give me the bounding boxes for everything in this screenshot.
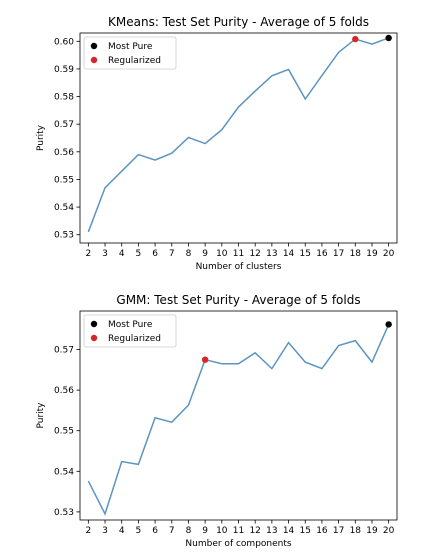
x-tick-label: 20 <box>383 526 395 536</box>
chart-title: KMeans: Test Set Purity - Average of 5 f… <box>108 15 369 29</box>
x-tick-label: 12 <box>249 249 260 259</box>
x-tick-label: 18 <box>350 249 362 259</box>
y-tick-label: 0.53 <box>54 508 74 518</box>
x-tick-label: 12 <box>249 526 260 536</box>
regularized-point <box>352 35 359 43</box>
x-tick-label: 13 <box>266 249 277 259</box>
y-tick-label: 0.54 <box>54 467 74 477</box>
x-tick-label: 3 <box>102 526 108 536</box>
y-tick-label: 0.55 <box>54 427 74 437</box>
legend-marker-regularized <box>90 334 98 342</box>
y-axis-label: Purity <box>36 402 46 429</box>
x-tick-label: 7 <box>169 526 175 536</box>
x-tick-label: 2 <box>85 526 91 536</box>
x-tick-label: 9 <box>202 249 208 259</box>
legend-label: Most Pure <box>108 320 153 330</box>
x-tick-label: 18 <box>350 526 362 536</box>
y-tick-label: 0.57 <box>54 120 74 130</box>
legend-box <box>83 314 177 348</box>
x-tick-label: 7 <box>169 249 175 259</box>
x-axis-label: Number of clusters <box>196 262 282 272</box>
y-tick-label: 0.58 <box>54 93 74 103</box>
x-tick-label: 10 <box>216 249 228 259</box>
x-tick-label: 15 <box>300 526 311 536</box>
x-tick-label: 2 <box>85 249 91 259</box>
chart-panel-1: KMeans: Test Set Purity - Average of 5 f… <box>36 15 398 272</box>
series-line <box>87 324 390 516</box>
most-pure-point <box>385 321 392 328</box>
x-tick-label: 16 <box>316 249 328 259</box>
y-tick-label: 0.57 <box>54 346 74 356</box>
x-tick-label: 17 <box>333 526 344 536</box>
chart-title: GMM: Test Set Purity - Average of 5 fold… <box>116 293 360 307</box>
x-tick-label: 4 <box>119 526 125 536</box>
x-tick-label: 4 <box>119 249 125 259</box>
legend-marker-most-pure <box>90 320 98 328</box>
x-tick-label: 3 <box>102 249 108 259</box>
legend-label: Regularized <box>108 334 161 344</box>
legend: Most Pure Regularized <box>83 36 177 70</box>
regularized-point <box>201 356 209 363</box>
y-tick-label: 0.59 <box>54 65 74 75</box>
series-line <box>87 37 389 233</box>
x-tick-label: 14 <box>283 526 295 536</box>
x-tick-label: 15 <box>300 249 311 259</box>
x-tick-label: 13 <box>266 526 277 536</box>
x-tick-label: 5 <box>136 249 142 259</box>
x-tick-label: 9 <box>202 526 208 536</box>
most-pure-point <box>385 34 392 42</box>
x-tick-label: 16 <box>316 526 328 536</box>
y-tick-label: 0.53 <box>54 231 74 241</box>
x-tick-label: 19 <box>366 526 378 536</box>
x-tick-label: 8 <box>186 249 192 259</box>
x-tick-label: 10 <box>216 526 228 536</box>
x-tick-label: 14 <box>283 249 295 259</box>
x-tick-label: 17 <box>333 249 344 259</box>
x-tick-label: 5 <box>136 526 142 536</box>
y-axis-label: Purity <box>36 124 46 151</box>
legend-marker-most-pure <box>90 42 98 50</box>
x-tick-label: 11 <box>233 526 244 536</box>
y-tick-label: 0.60 <box>54 37 74 47</box>
y-tick-label: 0.56 <box>54 148 74 158</box>
y-tick-label: 0.56 <box>54 386 74 396</box>
x-tick-label: 20 <box>383 249 395 259</box>
y-tick-label: 0.55 <box>54 175 74 185</box>
legend-label: Regularized <box>108 56 161 66</box>
chart-panel-2: GMM: Test Set Purity - Average of 5 fold… <box>36 293 398 549</box>
x-axis-label: Number of components <box>185 539 291 549</box>
x-tick-label: 11 <box>233 249 244 259</box>
legend-label: Most Pure <box>108 42 153 52</box>
x-tick-label: 6 <box>152 249 158 259</box>
x-tick-label: 19 <box>366 249 378 259</box>
x-tick-label: 8 <box>186 526 192 536</box>
y-tick-label: 0.54 <box>54 203 74 213</box>
legend-marker-regularized <box>90 56 98 64</box>
x-tick-label: 6 <box>152 526 158 536</box>
legend: Most Pure Regularized <box>83 314 177 348</box>
legend-box <box>83 36 177 70</box>
